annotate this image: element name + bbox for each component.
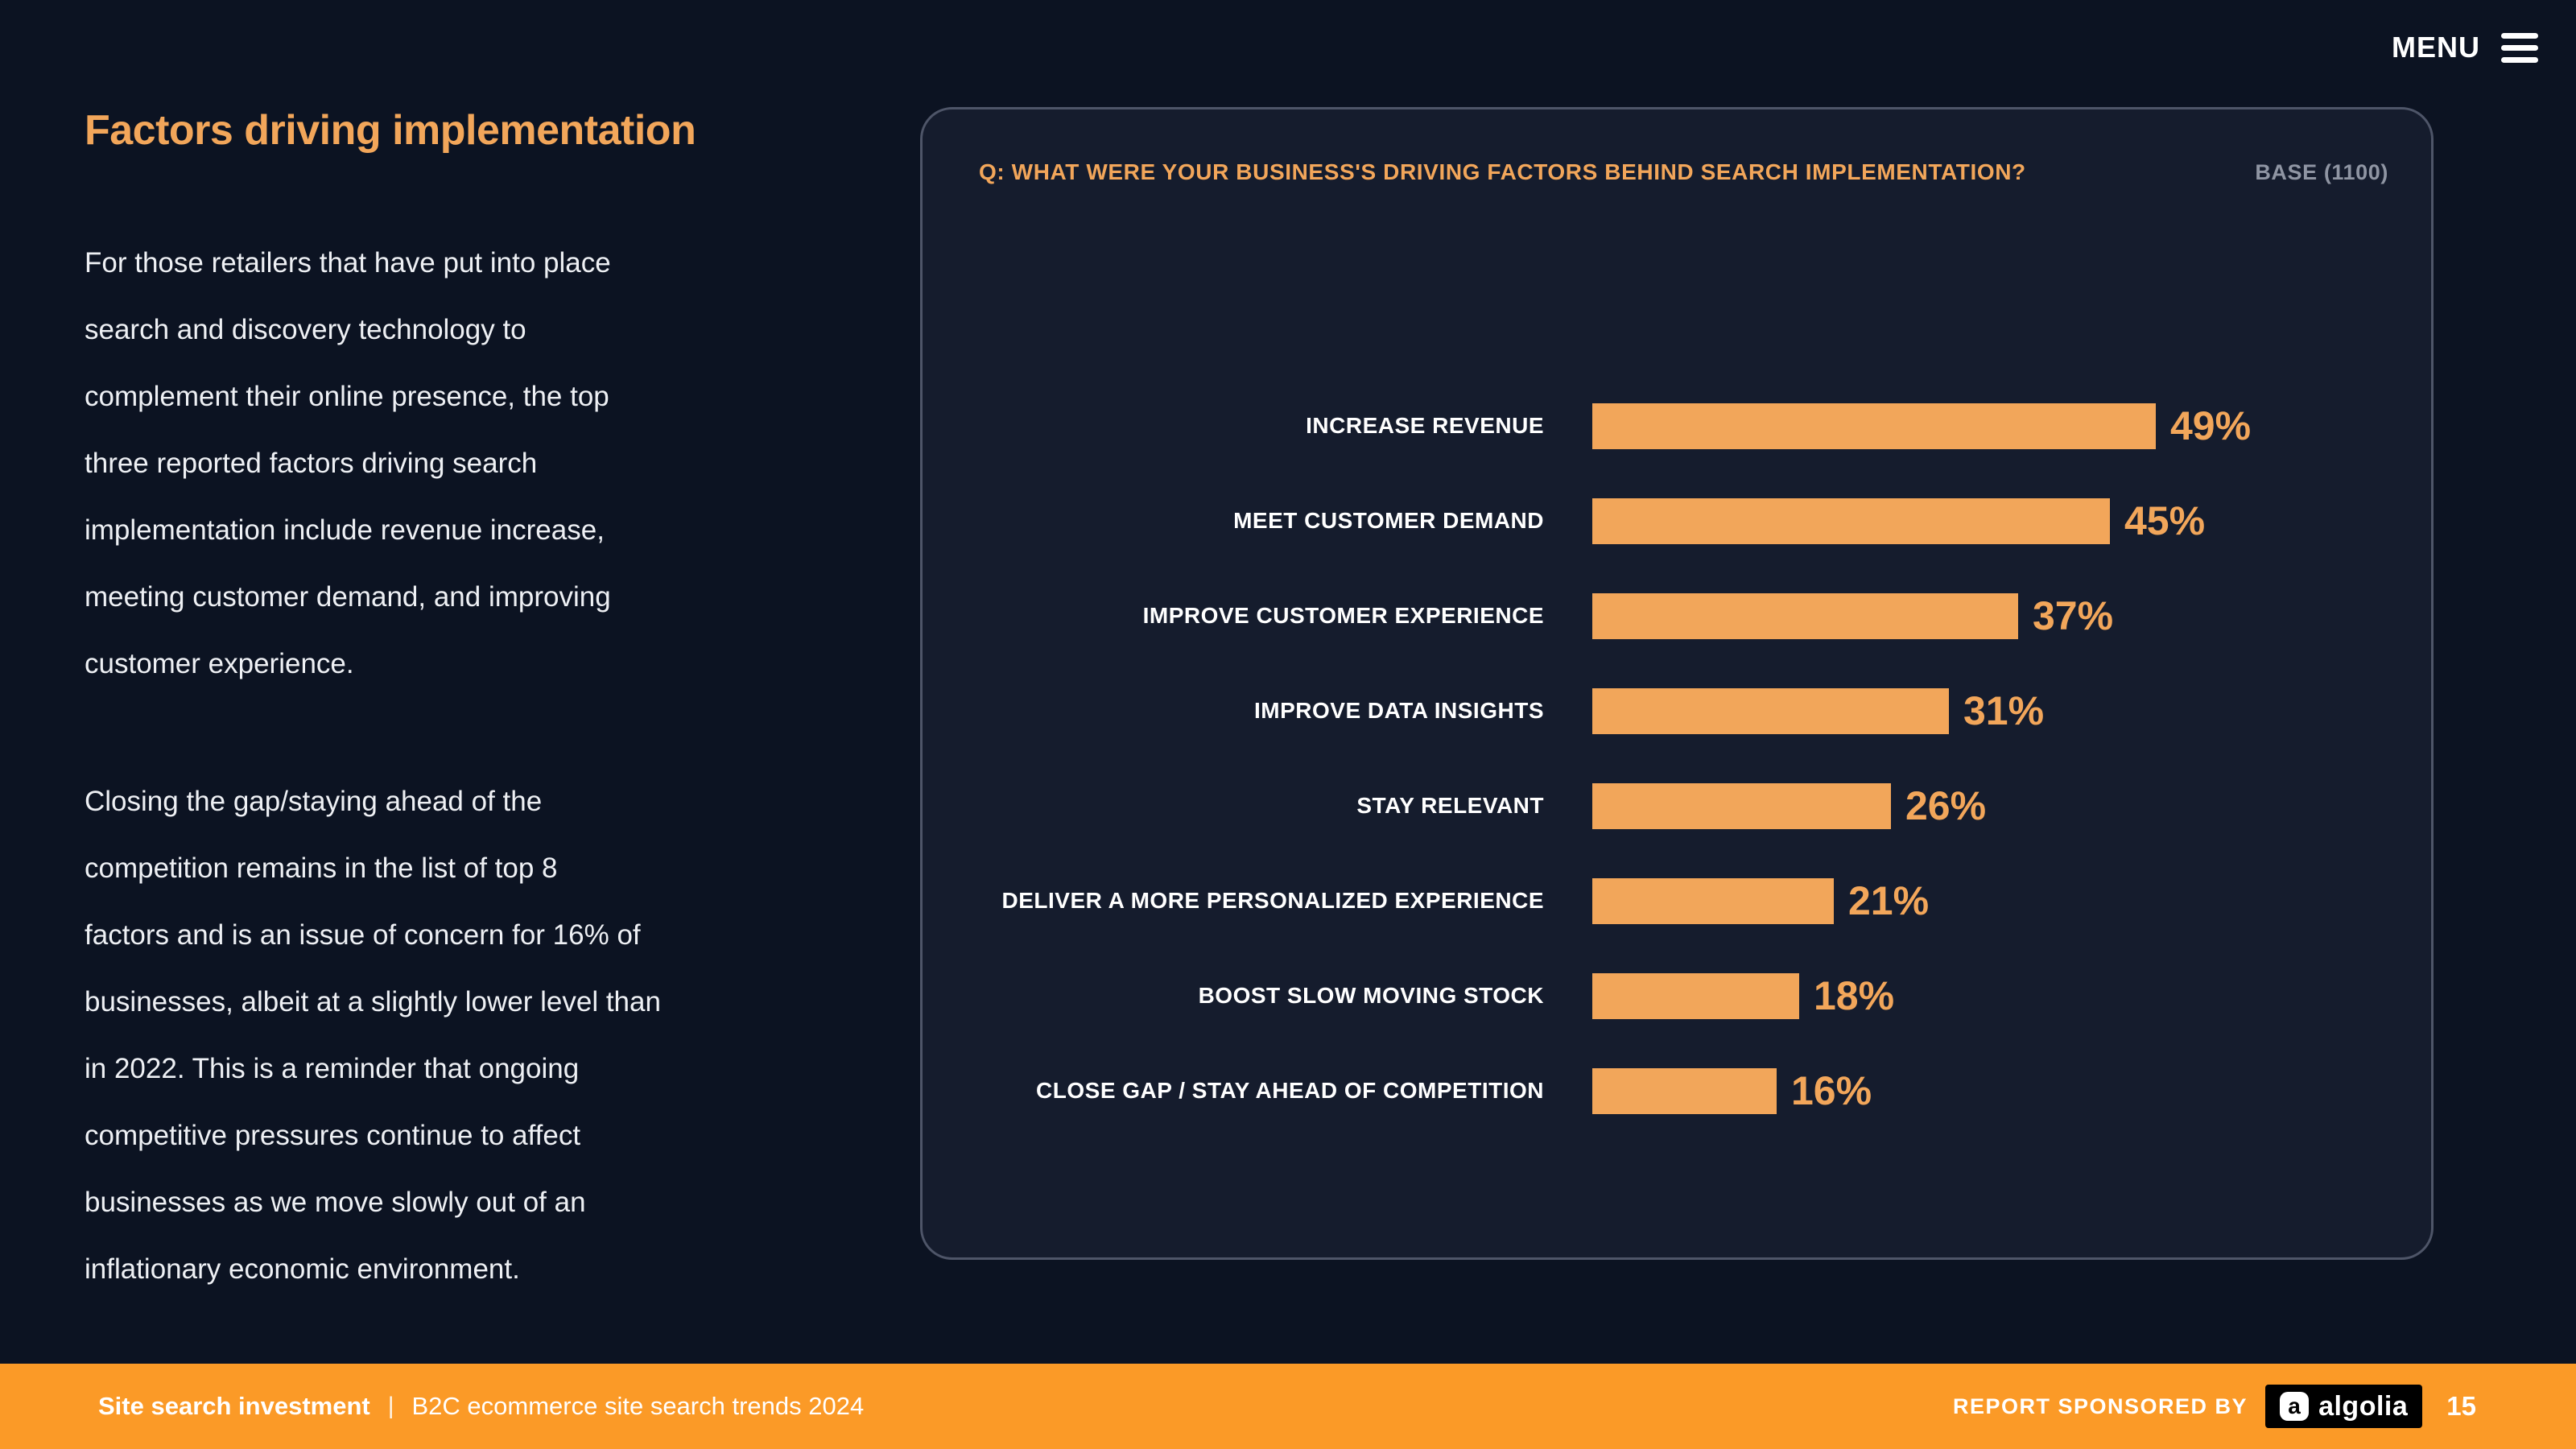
bar-value-label: 16% [1791, 1068, 1872, 1113]
algolia-mark-icon: a [2280, 1392, 2310, 1421]
hamburger-icon [2501, 32, 2538, 63]
footer-left: Site search investment | B2C ecommerce s… [98, 1392, 864, 1421]
bar-row: DELIVER A MORE PERSONALIZED EXPERIENCE 2… [923, 853, 2431, 948]
sponsored-by-label: REPORT SPONSORED BY [1953, 1393, 2248, 1418]
bar [1592, 1067, 1777, 1114]
bar-category-label: CLOSE GAP / STAY AHEAD OF COMPETITION [1036, 1078, 1544, 1103]
algolia-wordmark: algolia [2318, 1390, 2409, 1422]
bar-category-label: MEET CUSTOMER DEMAND [1233, 508, 1544, 533]
menu-label: MENU [2392, 31, 2480, 64]
bar [1592, 497, 2110, 544]
bar-row: CLOSE GAP / STAY AHEAD OF COMPETITION 16… [923, 1043, 2431, 1138]
footer-section-label: Site search investment [98, 1392, 370, 1420]
bar [1592, 782, 1891, 829]
chart-question: Q: WHAT WERE YOUR BUSINESS'S DRIVING FAC… [979, 159, 2026, 184]
bar-category-label: IMPROVE CUSTOMER EXPERIENCE [1142, 603, 1544, 628]
bar-category-label: INCREASE REVENUE [1306, 413, 1544, 438]
footer-separator: | [387, 1393, 394, 1419]
bar-row: IMPROVE CUSTOMER EXPERIENCE 37% [923, 568, 2431, 663]
bar-value-label: 45% [2124, 498, 2206, 543]
bar-value-label: 37% [2033, 593, 2114, 638]
bar-category-label: DELIVER A MORE PERSONALIZED EXPERIENCE [1001, 888, 1544, 913]
bar-row: MEET CUSTOMER DEMAND 45% [923, 473, 2431, 568]
chart-panel: Q: WHAT WERE YOUR BUSINESS'S DRIVING FAC… [920, 107, 2434, 1260]
bar-rows: INCREASE REVENUE 49% MEET CUSTOMER DEMAN… [923, 378, 2431, 1138]
bar-row: INCREASE REVENUE 49% [923, 378, 2431, 473]
page-title: Factors driving implementation [85, 107, 696, 154]
chart-base-label: BASE (1100) [2255, 160, 2388, 184]
bar-track: 31% [1592, 687, 2431, 734]
bar-value-label: 21% [1848, 878, 1930, 923]
bar [1592, 877, 1834, 924]
bar-track: 21% [1592, 877, 2431, 924]
chart-header: Q: WHAT WERE YOUR BUSINESS'S DRIVING FAC… [979, 159, 2388, 185]
bar-row: BOOST SLOW MOVING STOCK 18% [923, 948, 2431, 1043]
footer: Site search investment | B2C ecommerce s… [0, 1364, 2576, 1449]
bar-track: 37% [1592, 592, 2431, 639]
bar-category-label: BOOST SLOW MOVING STOCK [1198, 983, 1544, 1008]
algolia-logo[interactable]: a algolia [2265, 1385, 2423, 1428]
bar [1592, 402, 2156, 449]
bar-track: 49% [1592, 402, 2431, 449]
bar-category-label: IMPROVE DATA INSIGHTS [1254, 698, 1544, 723]
bar-value-label: 49% [2170, 403, 2252, 448]
bar-track: 26% [1592, 782, 2431, 829]
bar [1592, 972, 1799, 1019]
bar-track: 18% [1592, 972, 2431, 1019]
bar-value-label: 18% [1814, 973, 1895, 1018]
bar [1592, 592, 2018, 639]
left-column: Factors driving implementation For those… [85, 108, 898, 1302]
bar-category-label: STAY RELEVANT [1356, 793, 1544, 818]
body-paragraph-1: For those retailers that have put into p… [85, 247, 611, 679]
bar-track: 45% [1592, 497, 2431, 544]
bar-track: 16% [1592, 1067, 2431, 1114]
bar [1592, 687, 1949, 734]
bar-value-label: 31% [1963, 688, 2045, 733]
body-paragraph-2: Closing the gap/staying ahead of the com… [85, 786, 661, 1285]
page-number: 15 [2446, 1391, 2476, 1421]
footer-right: REPORT SPONSORED BY a algolia 15 [1953, 1385, 2476, 1428]
bar-row: IMPROVE DATA INSIGHTS 31% [923, 663, 2431, 758]
bar-value-label: 26% [1905, 783, 1987, 828]
footer-report-title: B2C ecommerce site search trends 2024 [411, 1392, 865, 1420]
menu-button[interactable]: MENU [2392, 31, 2538, 64]
bar-row: STAY RELEVANT 26% [923, 758, 2431, 853]
